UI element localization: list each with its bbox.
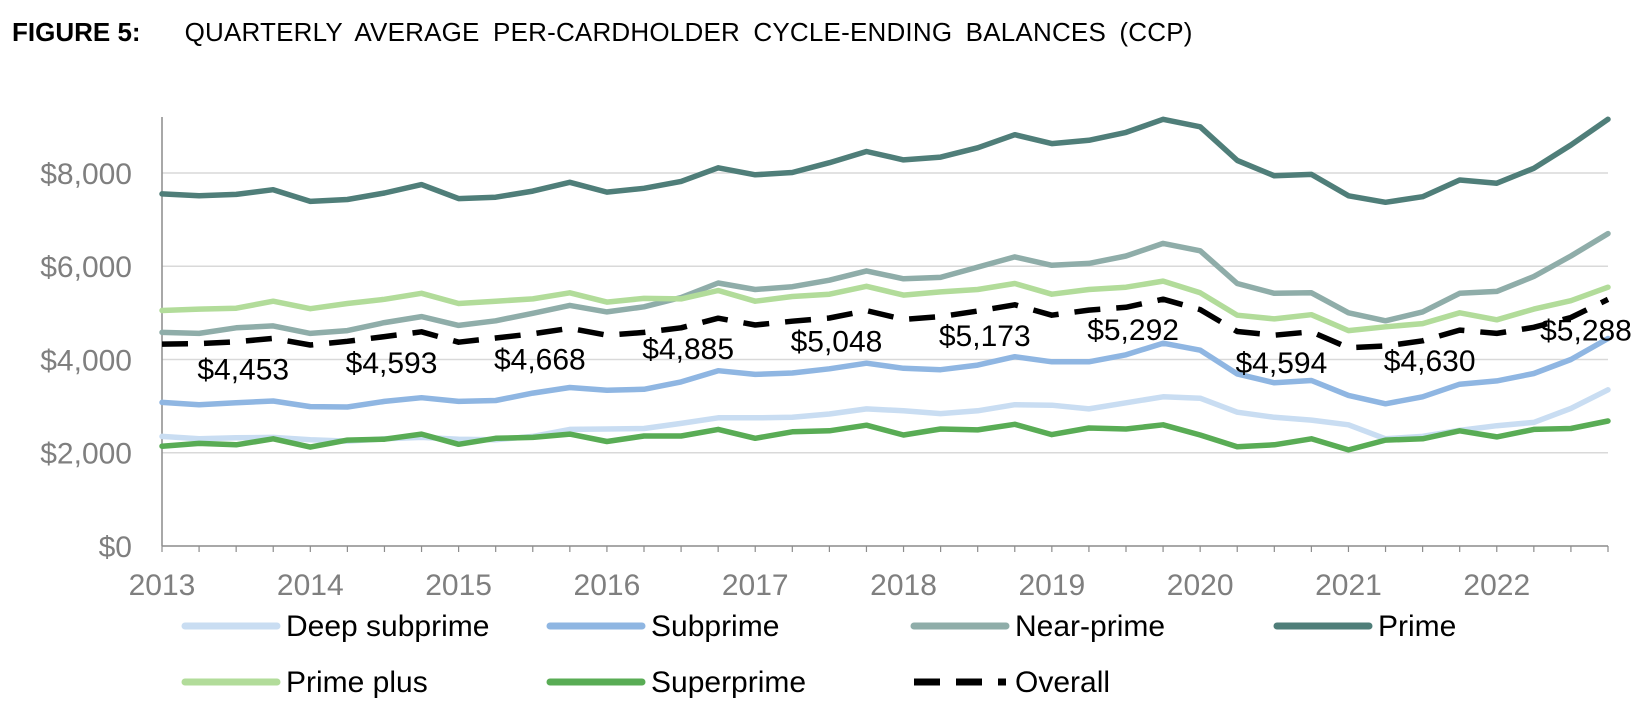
y-tick-label: $4,000 (40, 344, 132, 377)
x-tick-label: 2018 (870, 569, 937, 602)
figure-header: FIGURE 5: QUARTERLY AVERAGE PER-CARDHOLD… (12, 12, 1193, 52)
data-label: $5,288 (1540, 314, 1632, 347)
series-line-subprime (159, 335, 1611, 410)
y-tick-label: $2,000 (40, 438, 132, 471)
series-line-deep-subprime (159, 387, 1611, 444)
legend-label-near-prime: Near-prime (1015, 610, 1165, 643)
data-label: $5,173 (939, 320, 1031, 353)
legend-label-prime-plus: Prime plus (286, 666, 428, 699)
y-tick-label: $8,000 (40, 158, 132, 191)
series-line-superprime (159, 418, 1611, 453)
x-tick-label: 2020 (1167, 569, 1234, 602)
legend-label-overall: Overall (1015, 666, 1110, 699)
legend-label-superprime: Superprime (651, 666, 806, 699)
x-tick-label: 2021 (1315, 569, 1382, 602)
x-tick-label: 2014 (277, 569, 344, 602)
data-label: $4,630 (1384, 345, 1476, 378)
data-label: $5,048 (791, 326, 883, 359)
series-line-near-prime (159, 230, 1611, 337)
data-label: $4,668 (494, 343, 586, 376)
data-label: $4,593 (346, 347, 438, 380)
legend-label-subprime: Subprime (651, 610, 779, 643)
data-label: $5,292 (1087, 314, 1179, 347)
y-tick-label: $6,000 (40, 251, 132, 284)
x-tick-label: 2022 (1463, 569, 1530, 602)
legend-label-deep-subprime: Deep subprime (286, 610, 489, 643)
series-line-prime-plus (159, 278, 1611, 334)
y-tick-label: $0 (99, 531, 132, 564)
data-label: $4,594 (1236, 347, 1328, 380)
x-tick-label: 2016 (574, 569, 641, 602)
figure-title: QUARTERLY AVERAGE PER-CARDHOLDER CYCLE-E… (184, 16, 1193, 47)
x-tick-label: 2019 (1018, 569, 1085, 602)
x-tick-label: 2017 (722, 569, 789, 602)
series-line-prime (159, 116, 1611, 206)
data-label: $4,885 (642, 333, 734, 366)
data-label: $4,453 (197, 353, 289, 386)
figure-label: FIGURE 5: (12, 16, 141, 47)
x-tick-label: 2013 (129, 569, 196, 602)
series-line-overall (161, 296, 1610, 351)
legend-label-prime: Prime (1378, 610, 1456, 643)
x-tick-label: 2015 (425, 569, 492, 602)
